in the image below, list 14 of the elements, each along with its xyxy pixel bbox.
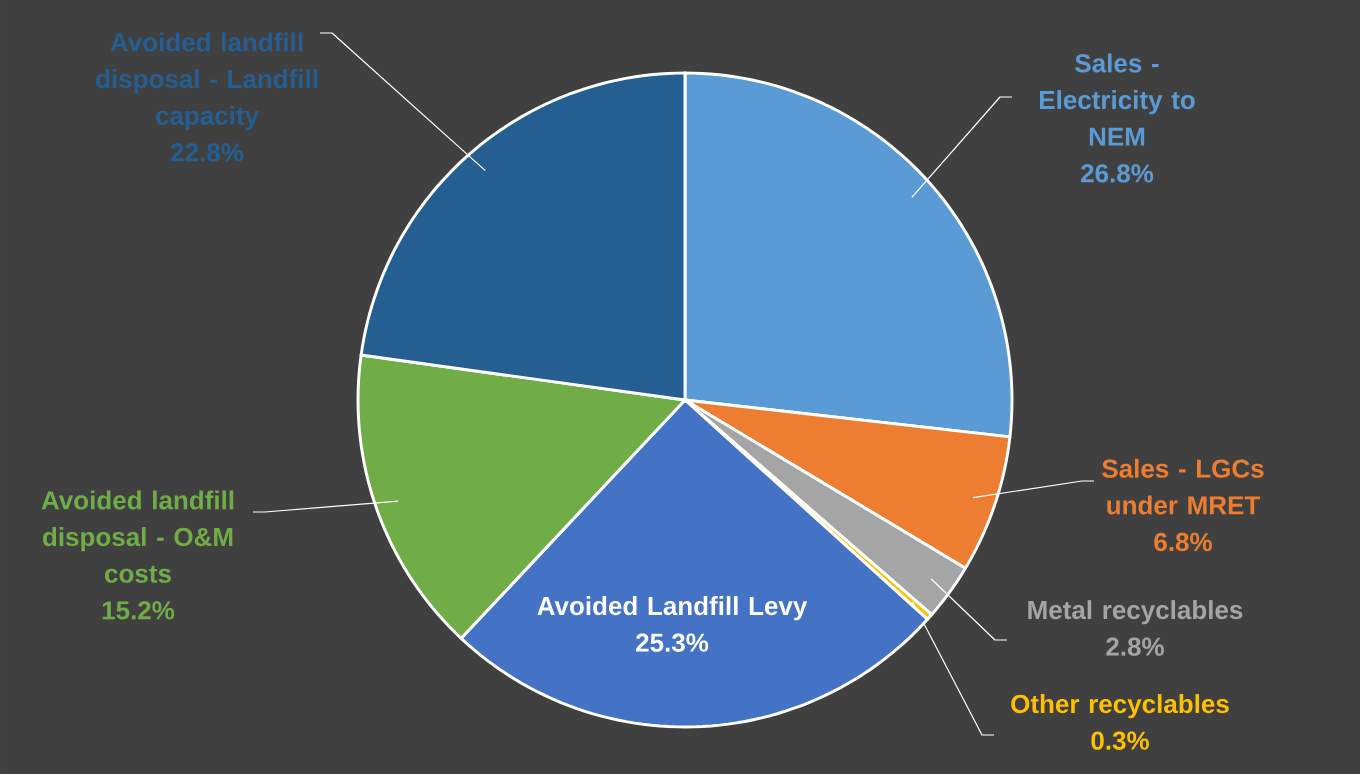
slice-label: Sales - Electricity to NEM <box>1040 53 1195 146</box>
data-label: 6.8% <box>1154 532 1212 552</box>
data-label: 26.8% <box>1081 164 1154 183</box>
data-label: 25.3% <box>636 633 709 652</box>
slice-label: Metal recyclables <box>1028 600 1243 625</box>
data-label: 22.8% <box>171 143 244 162</box>
slice-label: Other recyclables <box>1011 694 1229 719</box>
slice-label: Sales - LGCs under MRET <box>1102 458 1264 515</box>
data-label: 15.2% <box>102 601 175 620</box>
slice-label: Avoided Landfill Levy <box>537 596 808 621</box>
slice-label: Avoided landfill disposal - Landfill capacity <box>96 32 318 131</box>
data-label: 0.3% <box>1091 731 1149 750</box>
data-label: 2.8% <box>1106 637 1164 656</box>
slice-label: Avoided landfill disposal - O&M costs <box>41 490 234 583</box>
